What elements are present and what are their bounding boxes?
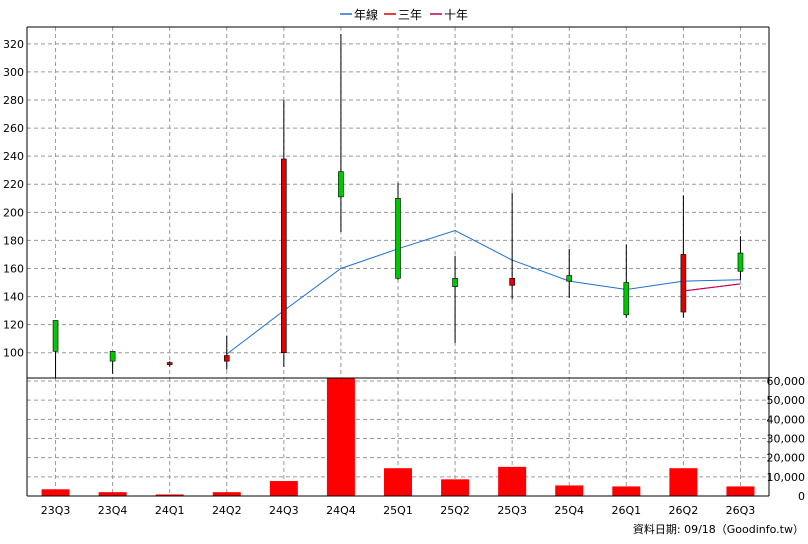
category-tick-label: 25Q2 — [440, 504, 470, 517]
price-tick-label: 140 — [3, 291, 24, 304]
volume-bar — [669, 468, 698, 496]
category-tick-label: 25Q3 — [497, 504, 527, 517]
candle-body — [395, 197, 401, 279]
volume-tick-label: 0 — [798, 490, 805, 503]
volume-tick-label: 40,000 — [767, 413, 806, 426]
line-10y — [683, 283, 741, 292]
candle-body — [623, 282, 630, 316]
candle-body — [52, 320, 59, 352]
category-tick-label: 25Q4 — [554, 504, 584, 517]
candle-body — [109, 351, 116, 362]
footer-source: 資料日期: 09/18（Goodinfo.tw） — [633, 522, 804, 536]
price-tick-label: 320 — [3, 38, 24, 51]
category-tick-label: 24Q3 — [269, 504, 299, 517]
volume-tick-label: 60,000 — [767, 375, 806, 388]
plot-frame — [26, 26, 770, 497]
category-tick-label: 25Q1 — [383, 504, 413, 517]
volume-bar — [441, 479, 470, 496]
legend-label-3y: 三年 — [398, 8, 422, 22]
candle-body — [680, 254, 687, 313]
volume-bar — [612, 486, 641, 496]
volume-bar — [155, 494, 184, 496]
category-tick-label: 23Q4 — [98, 504, 128, 517]
price-tick-label: 160 — [3, 262, 24, 275]
legend: 年線 三年 十年 — [340, 7, 468, 22]
volume-tick-label: 20,000 — [767, 452, 806, 465]
candle-body — [509, 278, 515, 286]
legend-label-10y: 十年 — [444, 8, 468, 22]
price-tick-label: 100 — [3, 347, 24, 360]
volume-bar — [41, 489, 70, 496]
volume-bar — [726, 486, 755, 496]
price-tick-label: 200 — [3, 206, 24, 219]
candle-body — [281, 158, 287, 354]
category-tick-label: 26Q2 — [669, 504, 699, 517]
candle-body — [566, 275, 573, 282]
category-tick-label: 24Q1 — [155, 504, 185, 517]
category-tick-label: 26Q3 — [726, 504, 756, 517]
volume-bar — [498, 466, 527, 496]
volume-tick-label: 10,000 — [767, 471, 806, 484]
price-tick-label: 220 — [3, 178, 24, 191]
volume-tick-label: 50,000 — [767, 394, 806, 407]
category-tick-label: 24Q2 — [212, 504, 242, 517]
price-tick-label: 280 — [3, 94, 24, 107]
chart-marks — [41, 34, 755, 496]
category-tick-label: 26Q1 — [611, 504, 641, 517]
price-tick-label: 240 — [3, 150, 24, 163]
candle-body — [452, 278, 458, 288]
volume-bar — [326, 378, 355, 496]
category-tick-label: 24Q4 — [326, 504, 356, 517]
volume-bar — [212, 492, 241, 496]
volume-bar — [98, 492, 127, 496]
price-tick-label: 120 — [3, 319, 24, 332]
candle-body — [166, 362, 173, 365]
volume-bar — [555, 485, 584, 496]
volume-tick-label: 30,000 — [767, 433, 806, 446]
volume-bar — [269, 481, 298, 496]
price-tick-label: 260 — [3, 122, 24, 135]
candle-body — [338, 171, 344, 198]
legend-label-year: 年線 — [354, 7, 378, 22]
candle-body — [737, 252, 744, 272]
axis-labels: 100 120 140 160 180 200 220 240 260 280 300 320 0 10,… — [3, 38, 805, 517]
line-year — [226, 230, 741, 355]
price-tick-label: 180 — [3, 234, 24, 247]
candle-body — [223, 355, 230, 362]
volume-bar — [384, 468, 412, 496]
category-tick-label: 23Q3 — [41, 504, 71, 517]
price-tick-label: 300 — [3, 66, 24, 79]
